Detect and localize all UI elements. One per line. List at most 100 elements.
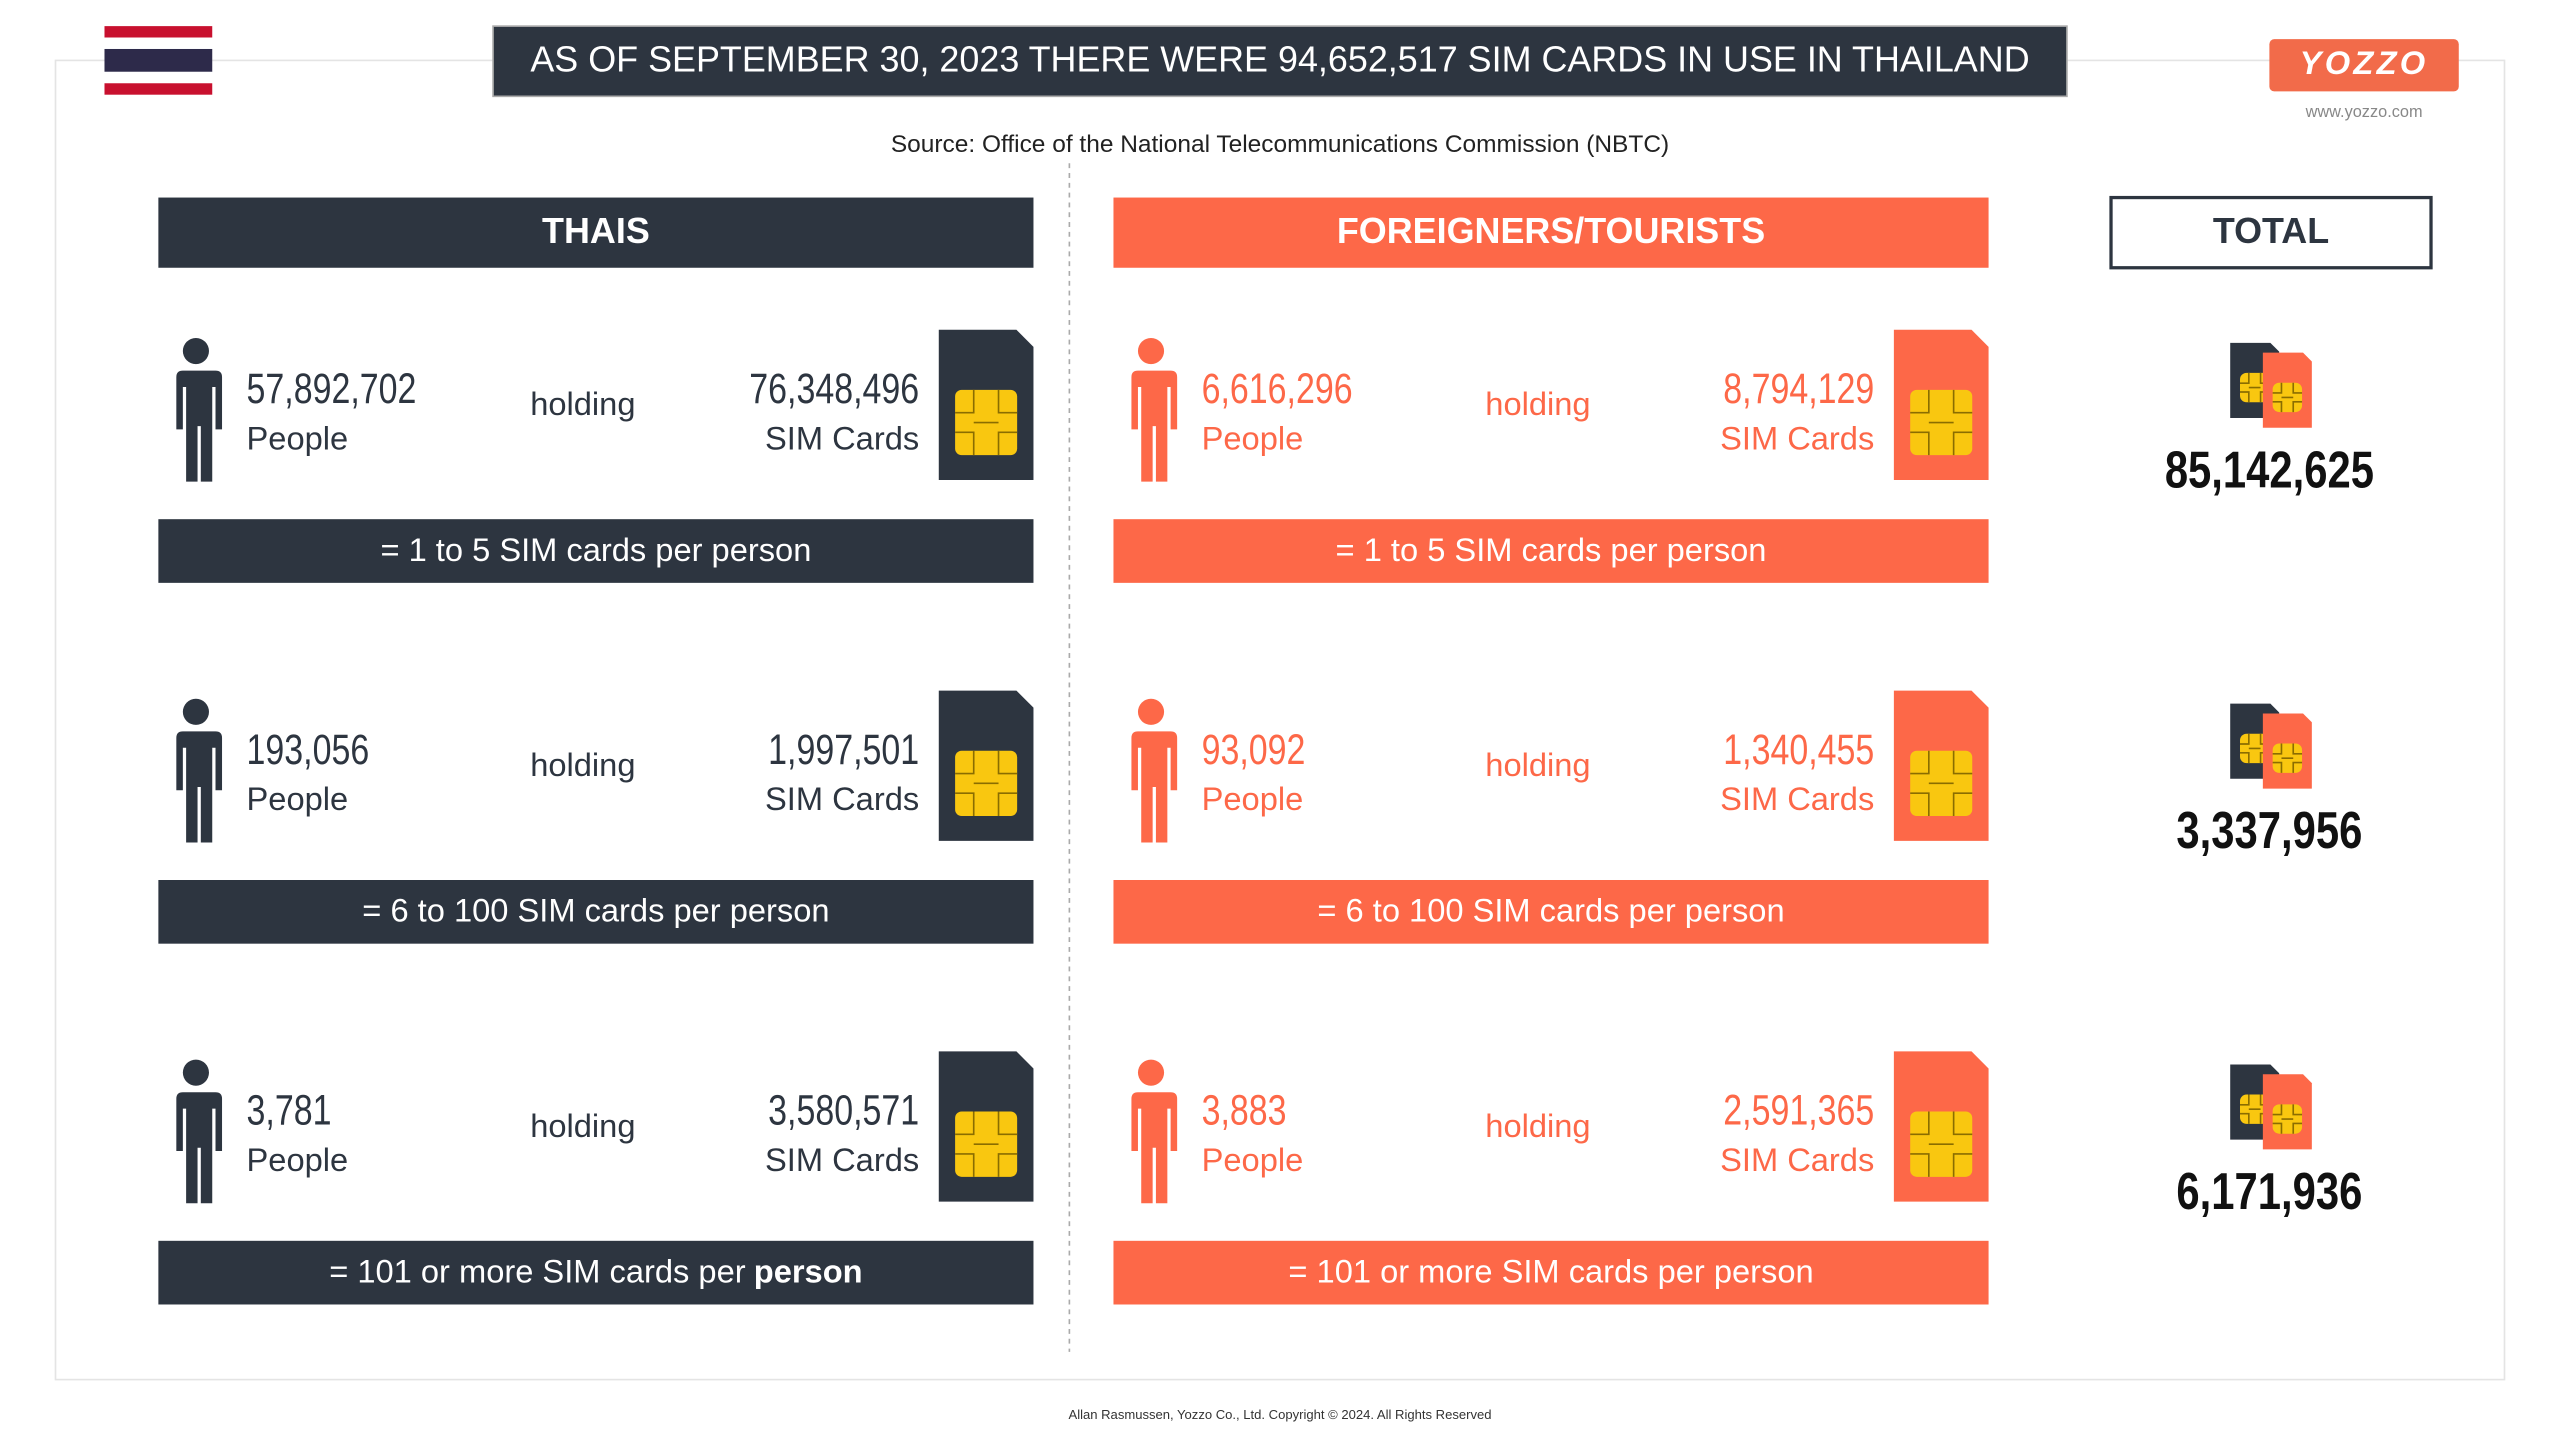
- person-head: [1137, 698, 1165, 725]
- sim-chip-lines: [2272, 382, 2303, 413]
- person-head: [182, 1059, 209, 1086]
- rows: 57,892,702 People holding 76,348,496 SIM Car…: [158, 329, 2374, 1305]
- total-cell: 6,171,936: [2176, 1064, 2362, 1221]
- foreigners-row: 93,092 People holding 1,340,455 SIM Cards = 6…: [1113, 690, 1989, 944]
- rule-text: = 101 or more SIM cards per person: [329, 1252, 862, 1289]
- rule-text: = 6 to 100 SIM cards per person: [1317, 891, 1784, 928]
- total-header: TOTAL: [2213, 210, 2329, 251]
- holding-label: holding: [1485, 385, 1590, 422]
- title: AS OF SEPTEMBER 30, 2023 THERE WERE 94,6…: [530, 39, 2029, 80]
- sim-label: SIM Cards: [1720, 780, 1874, 817]
- people-label: People: [247, 780, 349, 817]
- sim-chip-lines: [955, 1111, 1018, 1177]
- flag: [104, 26, 213, 95]
- thais-row: 193,056 People holding 1,997,501 SIM Cards = …: [158, 690, 1034, 944]
- rule-text-bold: person: [754, 1252, 863, 1289]
- people-count: 93,092: [1202, 726, 1306, 773]
- sim-chip-lines: [955, 389, 1018, 456]
- rule-bar: [158, 519, 1034, 583]
- person-head: [1137, 1059, 1165, 1086]
- logo: YOZZO: [2300, 44, 2429, 81]
- people-label: People: [1202, 419, 1304, 456]
- sim-label: SIM Cards: [765, 1141, 919, 1178]
- total-header-box: [2109, 195, 2433, 270]
- source: Source: Office of the National Telecommu…: [891, 131, 1669, 158]
- sim-chip-lines: [2272, 743, 2303, 773]
- total-value: 3,337,956: [2176, 802, 2362, 861]
- person-body: [1131, 1092, 1178, 1204]
- holding-label: holding: [1485, 746, 1590, 783]
- person-body: [1131, 731, 1178, 843]
- rule-text-part: = 1 to 5 SIM cards per person: [1336, 530, 1767, 567]
- sim-label: SIM Cards: [765, 419, 919, 456]
- people-label: People: [247, 1141, 349, 1178]
- sim-chip-lines: [955, 750, 1018, 816]
- sim-chip-lines: [1910, 750, 1973, 816]
- people-label: People: [247, 419, 349, 456]
- total-cell: 85,142,625: [2165, 342, 2374, 500]
- rule-text: = 1 to 5 SIM cards per person: [1336, 530, 1767, 567]
- people-count: 3,883: [1202, 1087, 1287, 1134]
- sim-count: 8,794,129: [1723, 366, 1874, 413]
- rule-text: = 101 or more SIM cards per person: [1288, 1252, 1813, 1289]
- rule-text-part: = 6 to 100 SIM cards per person: [1317, 891, 1784, 928]
- sim-label: SIM Cards: [1720, 1141, 1874, 1178]
- sim-count: 76,348,496: [749, 366, 919, 413]
- sim-count: 2,591,365: [1723, 1087, 1874, 1134]
- foreigners-header-box: [1113, 197, 1989, 268]
- person-body: [1131, 370, 1178, 482]
- rule-text-part: = 101 or more SIM cards per person: [1288, 1252, 1813, 1289]
- foreigners-row: 6,616,296 People holding 8,794,129 SIM Cards…: [1113, 329, 1989, 583]
- sim-chip-lines: [2240, 372, 2270, 403]
- holding-label: holding: [1485, 1107, 1590, 1144]
- sim-chip-lines: [2240, 733, 2270, 764]
- sim-chip-lines: [2272, 1104, 2303, 1134]
- person-body: [176, 731, 223, 843]
- rule-bar: [158, 880, 1034, 944]
- total-value: 6,171,936: [2176, 1163, 2362, 1222]
- people-count: 57,892,702: [247, 366, 417, 413]
- rule-text: = 6 to 100 SIM cards per person: [362, 891, 829, 928]
- rule-bar: [1113, 880, 1989, 944]
- person-body: [176, 370, 223, 482]
- sim-label: SIM Cards: [1720, 419, 1874, 456]
- rule-text-part: = 101 or more SIM cards per: [329, 1252, 745, 1289]
- holding-label: holding: [530, 746, 635, 783]
- people-count: 6,616,296: [1202, 366, 1353, 413]
- person-head: [182, 698, 209, 725]
- logo-box: [2269, 39, 2459, 92]
- foreigners-row: 3,883 People holding 2,591,365 SIM Cards = 10…: [1113, 1051, 1989, 1305]
- rule-bar: [1113, 519, 1989, 583]
- person-head: [182, 337, 209, 365]
- people-count: 193,056: [247, 726, 370, 773]
- title-box: [492, 25, 2068, 98]
- people-label: People: [1202, 780, 1304, 817]
- holding-label: holding: [530, 385, 635, 422]
- footer: Allan Rasmussen, Yozzo Co., Ltd. Copyrig…: [1069, 1407, 1492, 1422]
- foreigners-header: FOREIGNERS/TOURISTS: [1337, 210, 1765, 251]
- rule-bar: [158, 1240, 1034, 1305]
- people-label: People: [1202, 1141, 1304, 1178]
- person-body: [176, 1092, 223, 1204]
- url: www.yozzo.com: [2305, 103, 2423, 121]
- thais-header: THAIS: [542, 210, 650, 251]
- sim-label: SIM Cards: [765, 780, 919, 817]
- rule-bar: [1113, 1240, 1989, 1305]
- sim-chip-lines: [1910, 389, 1973, 456]
- person-head: [1137, 337, 1165, 365]
- thais-header-box: [158, 197, 1034, 268]
- sim-count: 1,340,455: [1723, 726, 1874, 773]
- people-count: 3,781: [247, 1087, 332, 1134]
- thais-row: 3,781 People holding 3,580,571 SIM Cards = 10…: [158, 1051, 1034, 1305]
- rule-text-part: = 1 to 5 SIM cards per person: [380, 530, 811, 567]
- thais-row: 57,892,702 People holding 76,348,496 SIM Car…: [158, 329, 1034, 583]
- holding-label: holding: [530, 1107, 635, 1144]
- sim-count: 1,997,501: [768, 726, 919, 773]
- sim-count: 3,580,571: [768, 1087, 919, 1134]
- sim-chip-lines: [2240, 1094, 2270, 1124]
- total-value: 85,142,625: [2165, 441, 2374, 500]
- rule-text: = 1 to 5 SIM cards per person: [380, 530, 811, 567]
- total-cell: 3,337,956: [2176, 703, 2362, 861]
